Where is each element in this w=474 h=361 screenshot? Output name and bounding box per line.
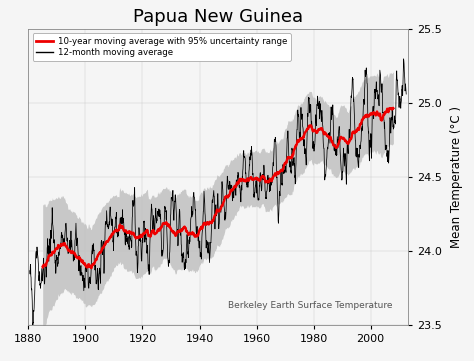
Title: Papua New Guinea: Papua New Guinea xyxy=(133,8,303,26)
Text: Berkeley Earth Surface Temperature: Berkeley Earth Surface Temperature xyxy=(228,301,392,310)
Legend: 10-year moving average with 95% uncertainty range, 12-month moving average: 10-year moving average with 95% uncertai… xyxy=(33,33,291,61)
Y-axis label: Mean Temperature (°C ): Mean Temperature (°C ) xyxy=(450,106,463,248)
